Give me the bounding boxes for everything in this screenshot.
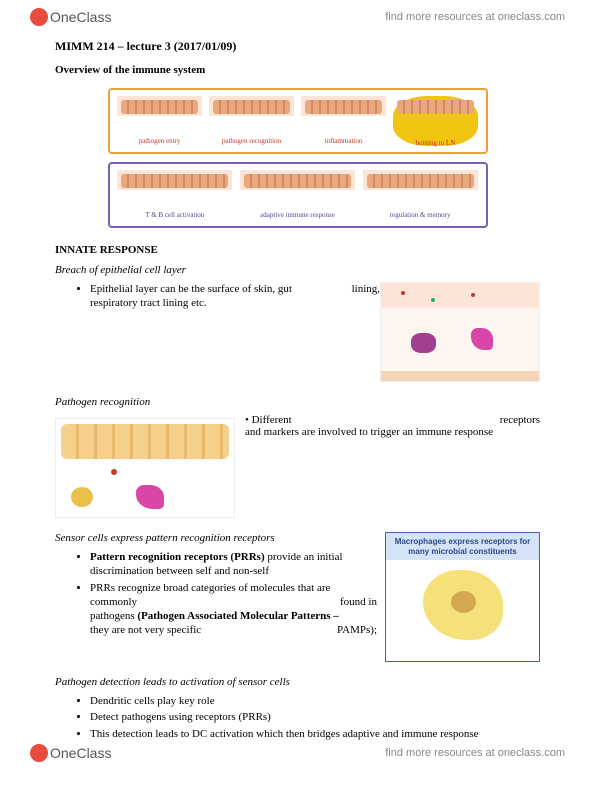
footer-tagline: find more resources at oneclass.com [385, 747, 565, 759]
cell-dot [431, 298, 435, 302]
page-header: OneClass find more resources at oneclass… [0, 0, 595, 34]
recognition-heading: Pathogen recognition [55, 396, 540, 408]
adaptive-panel-3: regulation & memory [363, 170, 478, 220]
sensor-block: Macrophages express receptors for many m… [55, 532, 540, 668]
recognition-block: • Different receptors and markers are in… [55, 414, 540, 524]
macrophage-fig-title: Macrophages express receptors for many m… [386, 533, 539, 560]
header-tagline: find more resources at oneclass.com [385, 11, 565, 23]
page-footer: OneClass find more resources at oneclass… [0, 736, 595, 770]
innate-response-heading: INNATE RESPONSE [55, 244, 540, 256]
cells-figure [55, 418, 235, 518]
logo-icon [30, 744, 48, 762]
innate-panel-1: pathogen entry [117, 96, 202, 146]
innate-figure: pathogen entry pathogen recognition infl… [108, 88, 488, 154]
macrophage-shape [411, 333, 436, 353]
tissue-figure [380, 282, 540, 382]
overview-heading: Overview of the immune system [55, 64, 540, 76]
cell-dot [111, 469, 117, 475]
macrophage-cell-shape [423, 570, 503, 640]
detection-heading: Pathogen detection leads to activation o… [55, 676, 540, 688]
innate-panel-4: homing to LN [393, 96, 478, 146]
document-content: MIMM 214 – lecture 3 (2017/01/09) Overvi… [0, 34, 595, 787]
logo-text: OneClass [50, 9, 111, 25]
dendritic-shape [136, 485, 164, 509]
brand-logo: OneClass [30, 8, 111, 26]
logo-icon [30, 8, 48, 26]
adaptive-panel-2: adaptive immune response [240, 170, 355, 220]
dendritic-shape [471, 328, 493, 350]
macrophage-figure: Macrophages express receptors for many m… [385, 532, 540, 662]
innate-panel-2: pathogen recognition [209, 96, 294, 146]
innate-figure-wrap: pathogen entry pathogen recognition infl… [55, 84, 540, 158]
breach-heading: Breach of epithelial cell layer [55, 264, 540, 276]
document-title: MIMM 214 – lecture 3 (2017/01/09) [55, 39, 540, 54]
breach-block: Epithelial layer can be the surface of s… [55, 282, 540, 388]
cell-shape [71, 487, 93, 507]
innate-panel-3: inflammation [301, 96, 386, 146]
detection-bullet-1: Dendritic cells play key role [90, 694, 540, 708]
cell-dot [471, 293, 475, 297]
adaptive-figure: T & B cell activation adaptive immune re… [108, 162, 488, 228]
logo-text-footer: OneClass [50, 745, 111, 761]
brand-logo-footer: OneClass [30, 744, 111, 762]
adaptive-figure-wrap: T & B cell activation adaptive immune re… [55, 158, 540, 232]
adaptive-panel-1: T & B cell activation [117, 170, 232, 220]
detection-list: Dendritic cells play key role Detect pat… [90, 694, 540, 741]
cell-dot [401, 291, 405, 295]
detection-bullet-2: Detect pathogens using receptors (PRRs) [90, 710, 540, 724]
